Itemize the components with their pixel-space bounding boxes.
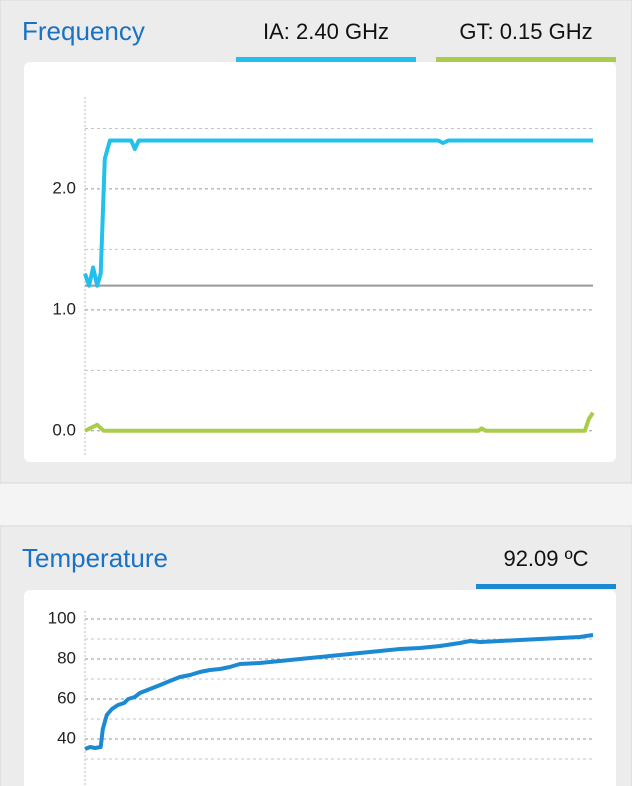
y-tick-label: 80: [57, 648, 76, 667]
series-line: [84, 411, 595, 433]
y-tick-label: 100: [48, 608, 76, 627]
y-tick-label: 0.0: [52, 420, 76, 439]
temperature-plot-box: [24, 590, 616, 786]
series-line: [83, 138, 593, 288]
y-tick-label: 40: [57, 728, 76, 747]
frequency-plot-box: [24, 62, 616, 462]
legend-swatch: [236, 57, 416, 62]
legend-label: GT: 0.15 GHz: [459, 19, 592, 44]
panel-title: Frequency: [22, 16, 145, 46]
y-tick-label: 60: [57, 688, 76, 707]
series-line: [84, 633, 594, 751]
panel-title: Temperature: [22, 543, 168, 573]
legend-swatch: [436, 57, 616, 62]
y-tick-label: 2.0: [52, 178, 76, 197]
legend-label: 92.09 ºC: [503, 546, 588, 571]
legend-label: IA: 2.40 GHz: [263, 19, 389, 44]
legend-swatch: [476, 584, 616, 589]
y-tick-label: 1.0: [52, 299, 76, 318]
